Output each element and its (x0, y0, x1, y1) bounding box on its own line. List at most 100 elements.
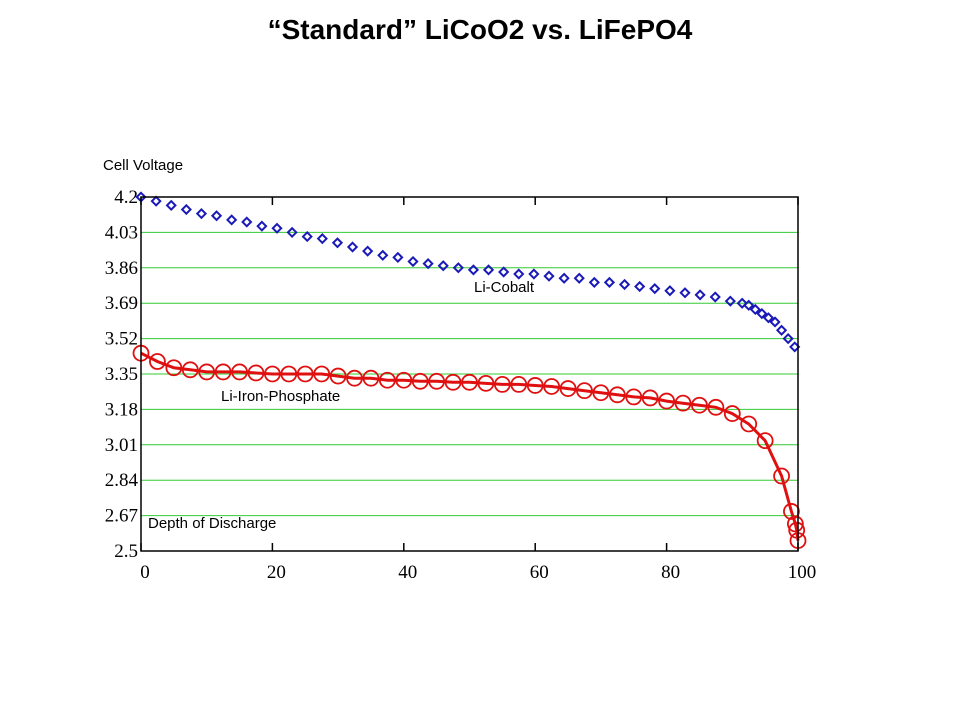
x-tick-label: 0 (140, 562, 150, 583)
y-tick-label: 2.84 (105, 470, 139, 491)
x-tick-label: 20 (267, 562, 286, 583)
phosphate-point (608, 386, 626, 404)
cobalt-point (331, 237, 344, 249)
phosphate-point (576, 382, 593, 400)
phosphate-point (149, 353, 166, 370)
cobalt-point (558, 272, 570, 284)
phosphate-point (658, 392, 675, 410)
x-tick-label: 100 (788, 562, 817, 583)
x-tick-label: 60 (530, 562, 549, 583)
phosphate-point (461, 373, 478, 391)
phosphate-point (263, 365, 281, 383)
cobalt-point (241, 216, 253, 228)
phosphate-point (247, 364, 265, 382)
cobalt-point (513, 268, 525, 280)
y-tick-label: 3.52 (105, 329, 138, 350)
phosphate-point (329, 367, 347, 385)
x-axis-label: Depth of Discharge (148, 515, 276, 532)
y-tick-label: 4.03 (105, 222, 138, 243)
cobalt-point (362, 245, 374, 257)
x-tick-label: 40 (398, 562, 417, 583)
cobalt-point (664, 285, 676, 297)
phosphate-point (723, 405, 741, 422)
chart-title: “Standard” LiCoO2 vs. LiFePO4 (267, 14, 693, 45)
y-tick-label: 3.86 (105, 258, 138, 279)
phosphate-point (346, 369, 363, 387)
phosphate-point (625, 388, 643, 406)
cobalt-point (286, 226, 298, 239)
cobalt-point (762, 312, 775, 324)
cobalt-point (150, 195, 162, 207)
cobalt-point (271, 222, 283, 234)
phosphate-point (691, 396, 708, 414)
phosphate-point (444, 373, 462, 391)
cobalt-point (573, 272, 585, 284)
phosphate-point (165, 359, 183, 377)
phosphate-point (378, 371, 396, 389)
phosphate-point (493, 376, 511, 393)
cobalt-point (736, 297, 748, 309)
phosphate-point (773, 467, 790, 485)
cobalt-point (756, 307, 768, 320)
phosphate-point (280, 365, 298, 383)
cobalt-point (775, 324, 788, 336)
phosphate-point (674, 394, 692, 412)
series-layer (132, 191, 807, 549)
cobalt-point (346, 241, 359, 253)
cobalt-point (316, 233, 328, 245)
y-tick-label: 3.18 (105, 399, 138, 420)
phosphate-point (641, 389, 659, 407)
cobalt-point (603, 276, 616, 288)
phosphate-point (411, 372, 429, 390)
phosphate-point (313, 365, 331, 383)
phosphate-line (140, 351, 800, 541)
y-axis-label: Cell Voltage (103, 157, 183, 174)
phosphate-point (786, 515, 804, 533)
phosphate-point (428, 372, 446, 390)
phosphate-point (395, 371, 413, 389)
cobalt-point (165, 199, 177, 211)
cobalt-point (679, 287, 691, 299)
cobalt-point (452, 262, 464, 274)
y-tick-label: 4.2 (114, 187, 138, 208)
cobalt-point (749, 303, 761, 316)
cobalt-point (195, 208, 208, 220)
cobalt-point (392, 251, 404, 264)
cobalt-point (407, 255, 419, 268)
phosphate-point (198, 363, 216, 381)
cobalt-point (482, 264, 495, 276)
y-tick-label: 2.5 (114, 541, 138, 562)
axis-ticks: 2.5 2.67 2.84 3.01 3.18 3.35 3.52 3.69 3.86 4.03 4… (105, 187, 817, 583)
cobalt-point (709, 291, 721, 303)
phosphate-point (477, 374, 495, 392)
plot-frame (140, 196, 799, 552)
phosphate-point (707, 398, 725, 416)
y-tick-label: 3.69 (105, 293, 138, 314)
cobalt-point (769, 316, 781, 328)
phosphate-point (543, 378, 561, 395)
phosphate-point (592, 384, 610, 402)
phosphate-point (526, 377, 544, 394)
phosphate-point (296, 365, 314, 383)
y-tick-label: 3.35 (105, 364, 138, 385)
phosphate-series-label: Li-Iron-Phosphate (221, 388, 340, 405)
cobalt-point (422, 258, 434, 270)
cobalt-point (543, 270, 555, 282)
cobalt-point (210, 210, 223, 222)
phosphate-series (132, 344, 807, 549)
cobalt-point (528, 268, 540, 280)
cobalt-point (743, 299, 755, 311)
cobalt-point (498, 266, 510, 278)
cobalt-point (256, 220, 268, 232)
cobalt-series (135, 191, 801, 353)
cobalt-point (694, 289, 706, 301)
phosphate-point (181, 361, 199, 379)
y-tick-label: 3.01 (105, 435, 138, 456)
phosphate-point (740, 415, 758, 433)
phosphate-point (231, 363, 248, 381)
phosphate-point (756, 432, 774, 450)
y-tick-label: 2.67 (105, 506, 138, 527)
cobalt-point (724, 295, 736, 307)
cobalt-point (618, 278, 631, 291)
cobalt-point (634, 280, 646, 293)
